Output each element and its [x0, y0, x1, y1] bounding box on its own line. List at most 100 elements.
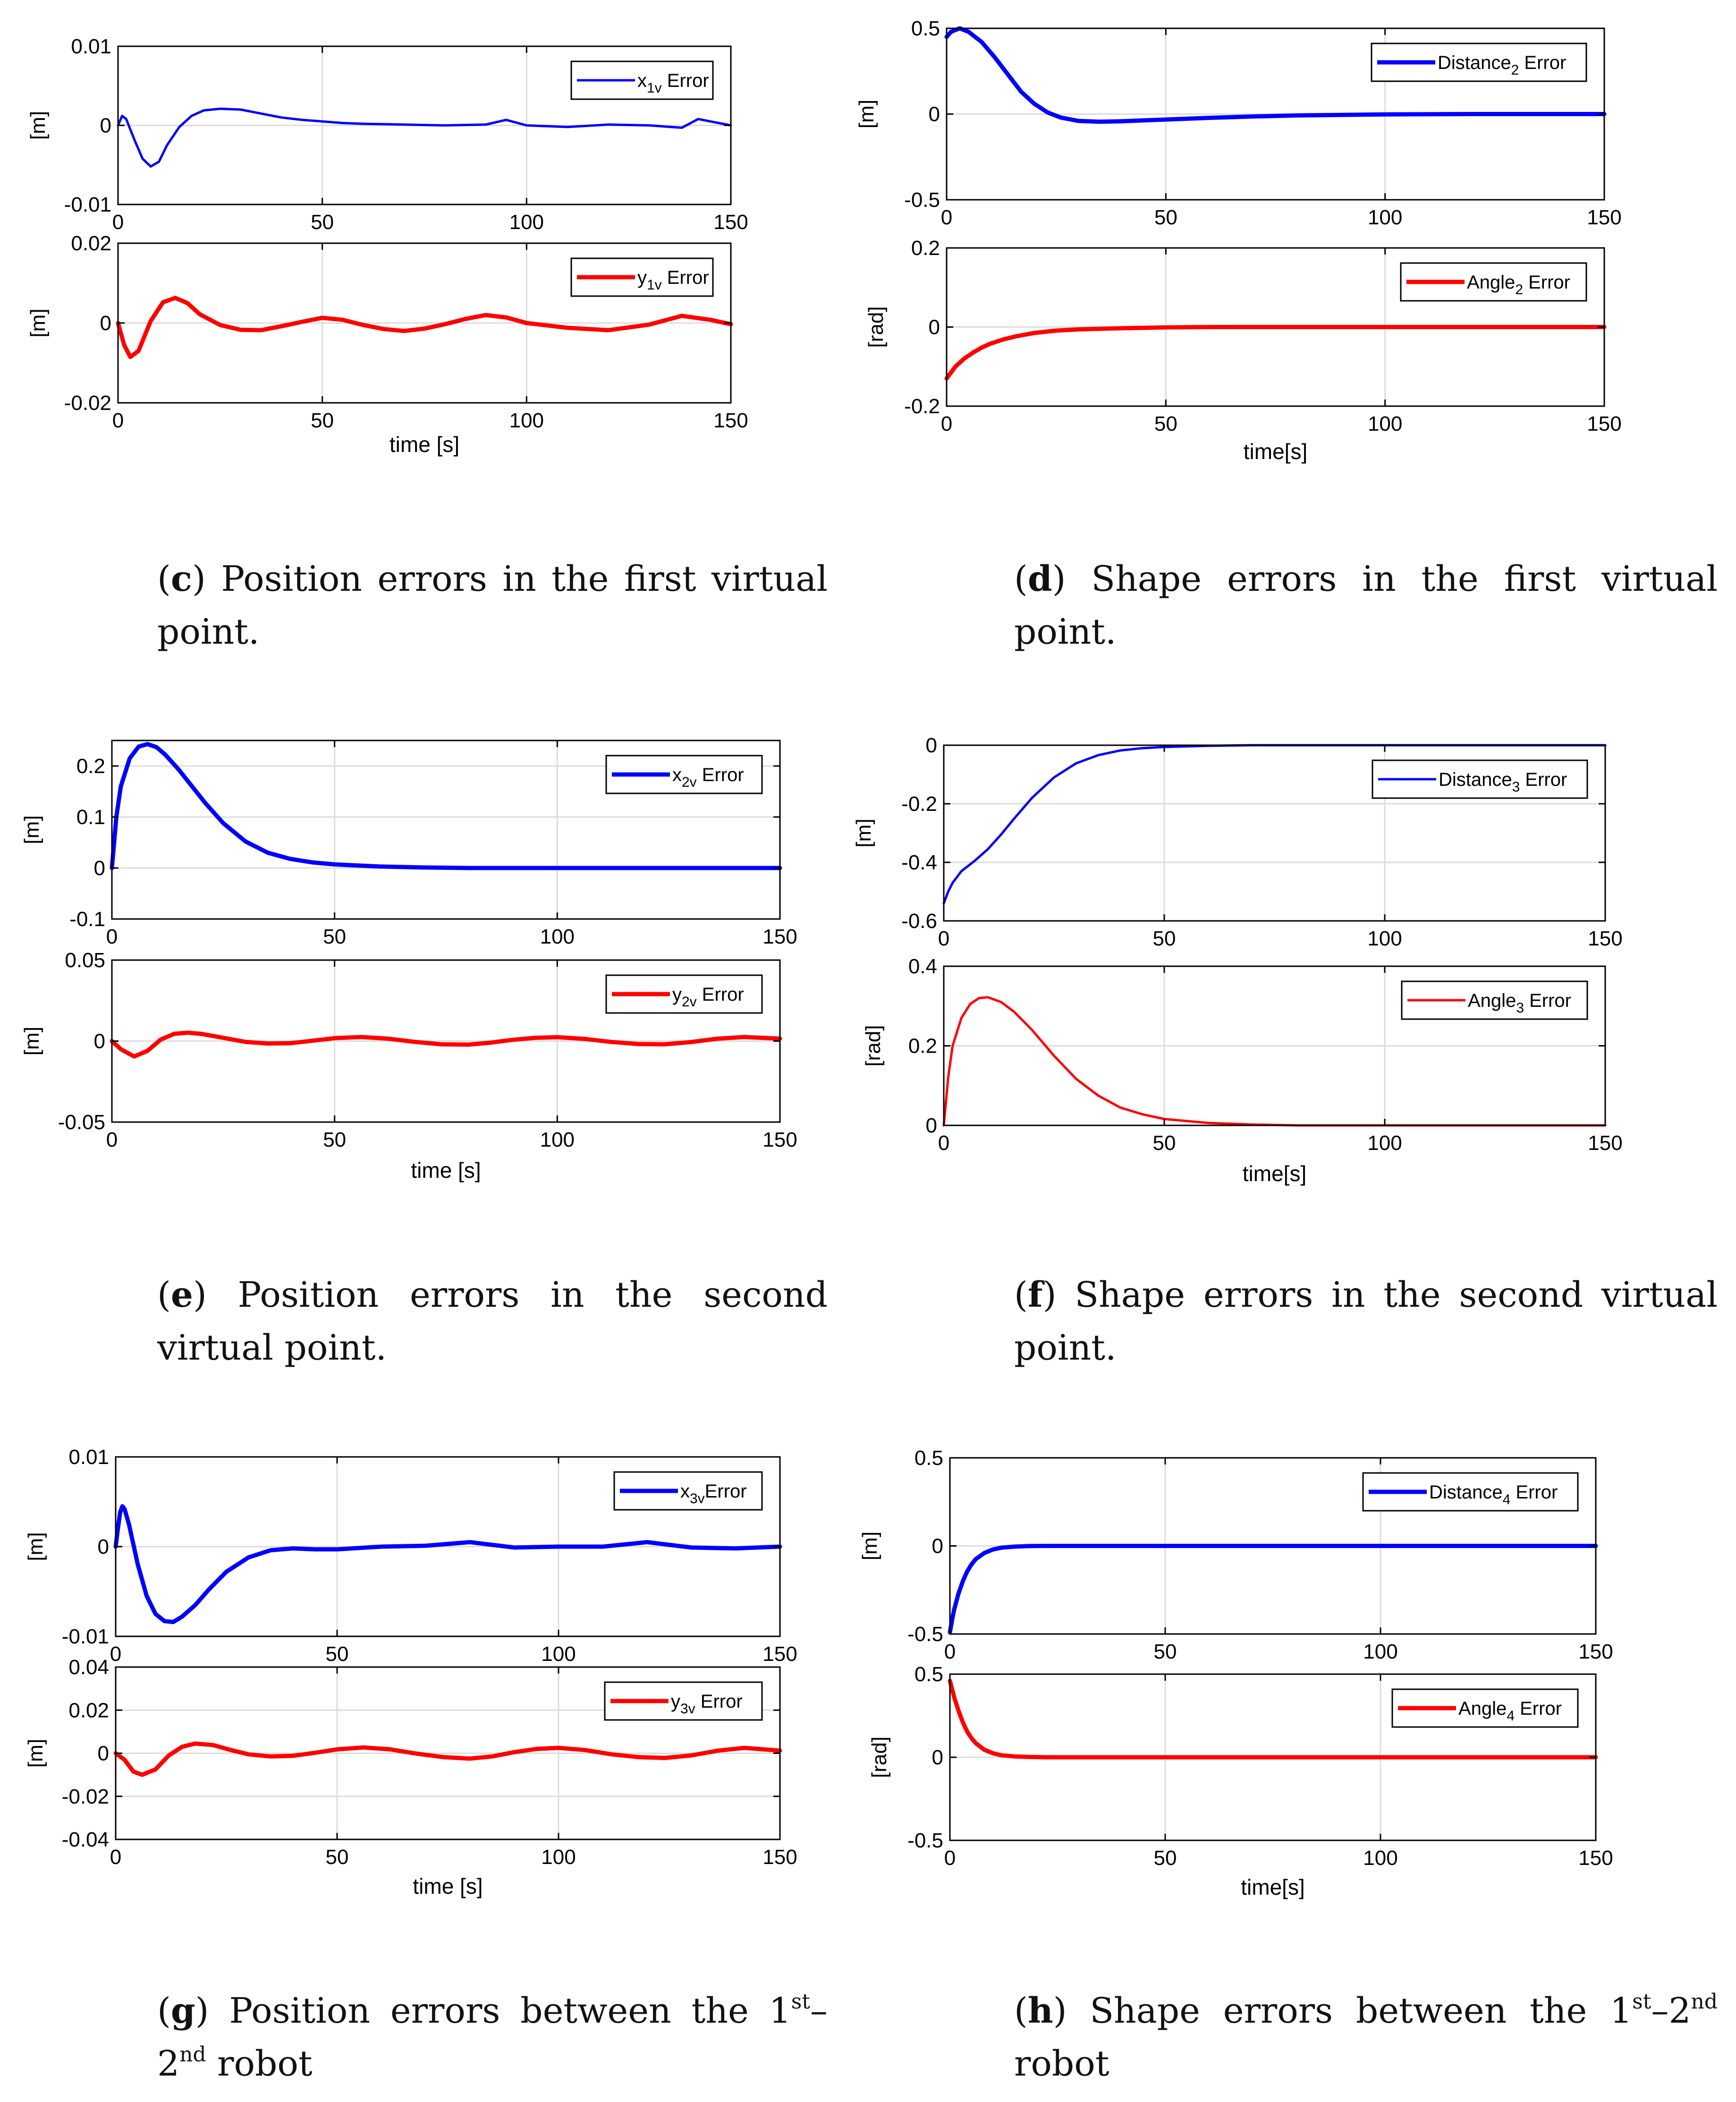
legend-label-tail: Error — [697, 765, 744, 785]
y-axis-label: [m] — [26, 111, 50, 140]
x-tick-label: 150 — [713, 211, 748, 234]
y-tick-label: -0.4 — [901, 851, 937, 874]
y-tick-label: 0.2 — [908, 1035, 937, 1058]
legend-label-main: Distance — [1429, 1482, 1503, 1503]
legend-label-subscript: 3v — [680, 1701, 695, 1717]
series-line-red — [113, 1741, 782, 1777]
panel-d-top: 0 50 100 150-0.500.5[m]Distance2 Error — [855, 17, 1622, 229]
y-tick-label: -0.5 — [907, 1829, 943, 1852]
legend: Angle3 Error — [1401, 980, 1588, 1020]
legend-label-main: Distance — [1438, 52, 1511, 73]
legend-label-main: y — [637, 267, 647, 288]
legend-label-subscript: 2v — [682, 994, 697, 1010]
x-tick-label: 50 — [1154, 1640, 1177, 1663]
y-tick-label: 0.02 — [68, 1699, 109, 1722]
legend-label-subscript: 1v — [647, 277, 662, 293]
x-tick-label: 0 — [944, 1640, 956, 1663]
legend-label-subscript: 1v — [647, 80, 662, 96]
y-tick-label: -0.2 — [901, 792, 937, 816]
x-tick-label: 150 — [1587, 206, 1621, 229]
y-tick-label: 0 — [929, 316, 940, 339]
series-line-red — [942, 996, 1607, 1127]
legend: x2v Error — [605, 755, 763, 794]
y-axis-label: [m] — [855, 100, 878, 128]
caption-d: (d) Shape errors in the first virtual po… — [1014, 559, 1718, 652]
legend-label: x2v Error — [672, 765, 744, 790]
legend-label: Angle2 Error — [1467, 272, 1570, 298]
series-line-red — [944, 325, 1607, 381]
caption-h: (h) Shape errors between the 1st–2nd rob… — [1014, 1990, 1718, 2084]
panel-h-bottom: 0 50 100 150-0.500.5[rad]Angle4 Error — [868, 1663, 1613, 1870]
panel-h-top: 0 50 100 150-0.500.5[m]Distance4 Error — [858, 1447, 1613, 1663]
y-tick-label: -0.05 — [58, 1111, 105, 1134]
panel-e-top: 0 50 100 150-0.100.10.2[m]x2v Error — [20, 740, 797, 948]
x-tick-label: 100 — [541, 1846, 576, 1869]
legend-label: y2v Error — [672, 984, 744, 1010]
legend-label: Distance2 Error — [1438, 52, 1566, 78]
y-tick-label: 0.5 — [911, 17, 940, 40]
legend-label: Angle3 Error — [1468, 990, 1571, 1016]
x-axis-label: time [s] — [390, 432, 459, 457]
x-tick-label: 50 — [1154, 1847, 1177, 1870]
x-tick-label: 50 — [1154, 206, 1177, 229]
x-tick-label: 100 — [540, 1128, 575, 1151]
legend-label: y1v Error — [637, 267, 709, 293]
x-tick-label: 50 — [323, 1128, 346, 1151]
legend-label-tail: Error — [1519, 52, 1566, 73]
y-axis-label: [rad] — [868, 1736, 891, 1778]
legend-box — [1400, 262, 1587, 302]
y-tick-label: -0.01 — [62, 1625, 109, 1648]
axes-frame — [943, 744, 1606, 922]
caption-f: (f) Shape errors in the second virtual p… — [1014, 1275, 1718, 1368]
y-tick-label: 0 — [932, 1746, 943, 1769]
x-tick-label: 0 — [941, 412, 952, 435]
y-axis-label: [m] — [24, 1532, 47, 1561]
y-tick-label: 0.5 — [915, 1447, 943, 1470]
y-axis-label: [rad] — [864, 306, 888, 348]
legend-label-tail: Error — [1510, 1482, 1558, 1503]
legend-label: x1v Error — [637, 70, 709, 96]
y-tick-label: 0 — [926, 734, 937, 757]
x-tick-label: 50 — [1153, 1132, 1176, 1155]
legend-label-main: Distance — [1439, 769, 1512, 790]
x-tick-label: 150 — [762, 925, 797, 948]
x-tick-label: 50 — [326, 1642, 349, 1666]
legend: Distance2 Error — [1371, 43, 1587, 82]
x-axis-label: time [s] — [411, 1158, 481, 1183]
legend-label-tail: Error — [662, 267, 709, 288]
series-line-red — [110, 1030, 782, 1059]
legend-label-tail: Error — [697, 984, 744, 1005]
y-axis-label: [m] — [26, 308, 50, 337]
series-line-red — [116, 296, 733, 359]
x-tick-label: 0 — [938, 1132, 949, 1155]
y-tick-label: 0 — [929, 103, 940, 126]
y-tick-label: 0 — [94, 857, 105, 880]
x-tick-label: 0 — [110, 1642, 121, 1666]
figure-f: 0 50 100 150-0.6-0.4-0.20[m]Distance3 Error… — [852, 734, 1623, 1186]
y-tick-label: 0.01 — [71, 35, 111, 58]
caption-c: (c) Position errors in the first virtual… — [157, 559, 828, 652]
y-tick-label: 0.5 — [915, 1663, 943, 1686]
x-tick-label: 0 — [112, 211, 124, 234]
legend: Distance3 Error — [1372, 759, 1588, 799]
y-tick-label: 0.2 — [911, 237, 940, 260]
y-tick-label: 0 — [98, 1742, 109, 1765]
legend-label: Distance3 Error — [1439, 769, 1567, 795]
x-axis-label: time [s] — [413, 1874, 483, 1898]
y-tick-label: 0.01 — [68, 1446, 109, 1469]
y-tick-label: 0.4 — [908, 955, 937, 978]
y-tick-label: -0.6 — [901, 910, 937, 933]
legend-label-main: y — [672, 984, 682, 1005]
x-tick-label: 150 — [762, 1128, 797, 1151]
x-tick-label: 0 — [110, 1846, 121, 1869]
legend-label-main: x — [680, 1481, 690, 1502]
x-tick-label: 50 — [311, 409, 334, 432]
series-line-blue — [948, 1544, 1598, 1634]
y-tick-label: 0 — [94, 1030, 105, 1053]
x-tick-label: 100 — [1367, 927, 1402, 950]
legend-label-subscript: 2v — [682, 774, 697, 790]
